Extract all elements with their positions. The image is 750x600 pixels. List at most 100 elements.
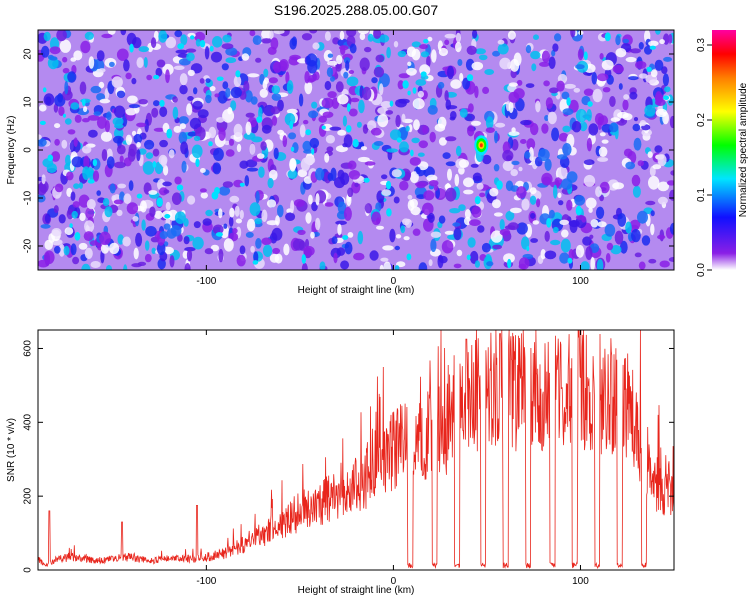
heatmap-cell: [445, 161, 456, 167]
heatmap-cell: [485, 127, 495, 133]
heatmap-cell: [267, 46, 277, 55]
heatmap-cell: [612, 64, 624, 74]
heatmap-cell: [100, 243, 110, 254]
heatmap-cell: [438, 137, 447, 146]
heatmap-cell: [417, 161, 429, 171]
heatmap-cell: [395, 234, 402, 239]
heatmap-cell: [309, 30, 318, 34]
heatmap-cell: [373, 66, 385, 78]
heatmap-cell: [583, 51, 588, 61]
heatmap-cell: [138, 99, 148, 105]
heatmap-cell: [324, 80, 332, 91]
heatmap-cell: [163, 246, 174, 255]
heatmap-cell: [393, 41, 399, 48]
heatmap-cell: [345, 60, 350, 71]
heatmap-cell: [104, 206, 113, 218]
y-tick-label: -20: [23, 238, 34, 253]
heatmap-cell: [596, 206, 605, 219]
heatmap-cell: [223, 238, 234, 252]
heatmap-cell: [225, 47, 238, 56]
heatmap-cell: [214, 93, 220, 98]
heatmap-cell: [444, 33, 456, 39]
heatmap-cell: [61, 139, 68, 149]
heatmap-cell: [222, 81, 229, 90]
heatmap-cell: [181, 160, 187, 173]
heatmap-cell: [571, 121, 582, 133]
heatmap-cell: [415, 79, 427, 86]
heatmap-cell: [407, 194, 413, 200]
heatmap-cell: [315, 167, 325, 181]
heatmap-cell: [389, 228, 396, 243]
heatmap-cell: [270, 106, 281, 115]
heatmap-cell: [466, 74, 474, 82]
heatmap-cell: [38, 180, 49, 193]
heatmap-cell: [136, 193, 143, 199]
heatmap-cell: [66, 171, 74, 181]
heatmap-cell: [129, 43, 134, 53]
heatmap-cell: [98, 81, 105, 89]
heatmap-cell: [64, 80, 69, 95]
heatmap-cell: [617, 111, 629, 119]
heatmap-cell: [82, 98, 86, 107]
heatmap-cell: [427, 105, 438, 115]
heatmap-cell: [187, 96, 194, 101]
heatmap-cell: [54, 183, 64, 193]
heatmap-cell: [375, 54, 385, 63]
heatmap-cell: [38, 134, 42, 140]
heatmap-cell: [336, 54, 343, 65]
heatmap-cell: [380, 257, 389, 262]
heatmap-cell: [511, 160, 520, 166]
y-tick-label: 0: [23, 147, 34, 153]
heatmap-cell: [125, 72, 132, 80]
heatmap-cell: [268, 77, 278, 84]
heatmap-cell: [382, 245, 394, 251]
heatmap-cell: [582, 236, 592, 246]
heatmap-cell: [526, 138, 536, 151]
chart-title: S196.2025.288.05.00.G07: [273, 2, 439, 18]
heatmap-cell: [184, 263, 191, 270]
heatmap-cell: [256, 153, 265, 159]
heatmap-cell: [315, 193, 320, 206]
heatmap-cell: [623, 94, 630, 100]
heatmap-cell: [43, 93, 55, 106]
heatmap-cell: [420, 71, 427, 77]
heatmap-cell: [290, 200, 295, 214]
heatmap-cell: [84, 220, 95, 233]
heatmap-cell: [536, 198, 541, 208]
heatmap-cell: [508, 82, 518, 87]
heatmap-cell: [177, 43, 185, 50]
heatmap-cell: [89, 240, 97, 246]
heatmap-cell: [200, 168, 206, 173]
heatmap-cell: [277, 204, 284, 218]
heatmap-cell: [145, 226, 157, 237]
heatmap-cell: [285, 71, 290, 85]
heatmap-cell: [479, 192, 486, 198]
heatmap-cell: [529, 195, 537, 205]
heatmap-cell: [282, 135, 288, 148]
heatmap-cell: [394, 265, 400, 270]
heatmap-cell: [199, 188, 207, 193]
heatmap-cell: [499, 228, 511, 236]
heatmap-cell: [125, 134, 133, 145]
heatmap-cell: [87, 115, 100, 121]
x-tick-label: -100: [196, 276, 216, 287]
heatmap-cell: [159, 139, 169, 148]
heatmap-cell: [552, 43, 559, 52]
y-axis-label: SNR (10 * v/v): [6, 418, 17, 482]
heatmap-cell: [482, 154, 492, 165]
heatmap-cell: [313, 71, 320, 81]
heatmap-cell: [508, 131, 520, 137]
heatmap-cell: [561, 91, 570, 100]
heatmap-cell: [244, 90, 253, 103]
heatmap-cell: [428, 180, 439, 187]
heatmap-cell: [262, 244, 273, 257]
heatmap-cell: [58, 244, 65, 257]
heatmap-cell: [128, 180, 134, 191]
heatmap-cell: [59, 39, 72, 53]
heatmap-cell: [158, 154, 168, 166]
heatmap-cell: [477, 225, 485, 233]
heatmap-cell: [348, 108, 358, 117]
heatmap-cell: [96, 50, 105, 62]
heatmap-cell: [70, 102, 80, 110]
heatmap-cell: [560, 238, 571, 253]
